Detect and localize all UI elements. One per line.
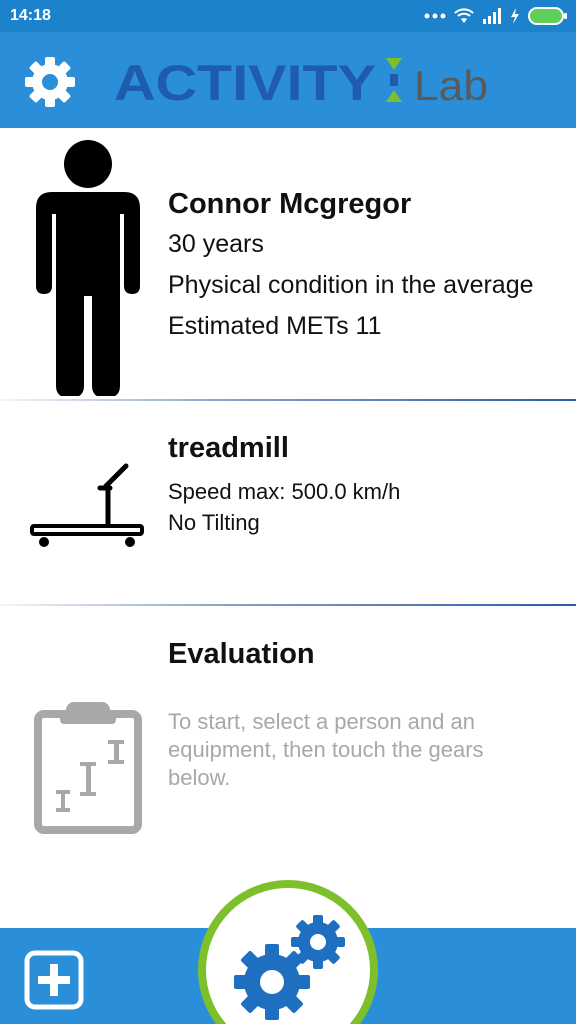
settings-button[interactable] xyxy=(22,54,78,110)
activity-lab-logo: ACTIVITY Lab xyxy=(114,55,488,110)
status-time: 14:18 xyxy=(10,7,51,24)
signal-icon xyxy=(483,8,501,24)
add-button[interactable] xyxy=(24,950,84,1010)
equipment-info: treadmill Speed max: 500.0 km/h No Tilti… xyxy=(168,428,400,538)
wifi-icon xyxy=(454,8,474,23)
treadmill-icon xyxy=(30,463,144,547)
logo-sub-text: Lab xyxy=(414,62,488,109)
equipment-speed: Speed max: 500.0 km/h xyxy=(168,479,401,504)
evaluation-hint: To start, select a person and an equipme… xyxy=(168,709,484,790)
person-mets: Estimated METs 11 xyxy=(168,312,382,340)
divider xyxy=(0,604,576,606)
equipment-name: treadmill xyxy=(168,432,289,464)
logo-mark xyxy=(386,58,402,102)
evaluation-title: Evaluation xyxy=(168,638,315,670)
gear-icon xyxy=(25,57,75,107)
clipboard-chart-icon xyxy=(34,702,142,834)
app-bar: ACTIVITY Lab xyxy=(0,32,576,128)
status-bar: 14:18 xyxy=(0,0,576,32)
equipment-card[interactable]: treadmill Speed max: 500.0 km/h No Tilti… xyxy=(0,402,576,604)
divider xyxy=(0,399,576,401)
battery-icon xyxy=(528,7,567,25)
start-evaluation-button[interactable] xyxy=(198,880,378,1024)
more-dots-icon xyxy=(424,13,446,19)
evaluation-card: Evaluation To start, select a person and… xyxy=(0,606,576,928)
add-icon xyxy=(24,950,84,1010)
person-icon xyxy=(36,140,140,396)
logo-main-text: ACTIVITY xyxy=(114,55,376,110)
person-name: Connor Mcgregor xyxy=(168,188,412,220)
person-age: 30 years xyxy=(168,230,264,258)
person-card[interactable]: Connor Mcgregor 30 years Physical condit… xyxy=(0,128,576,400)
charging-icon xyxy=(511,8,519,24)
status-icons xyxy=(424,6,568,26)
gears-icon xyxy=(234,915,345,1020)
person-condition: Physical condition in the average xyxy=(168,271,534,299)
equipment-tilt: No Tilting xyxy=(168,510,260,535)
person-info: Connor Mcgregor 30 years Physical condit… xyxy=(168,184,534,347)
